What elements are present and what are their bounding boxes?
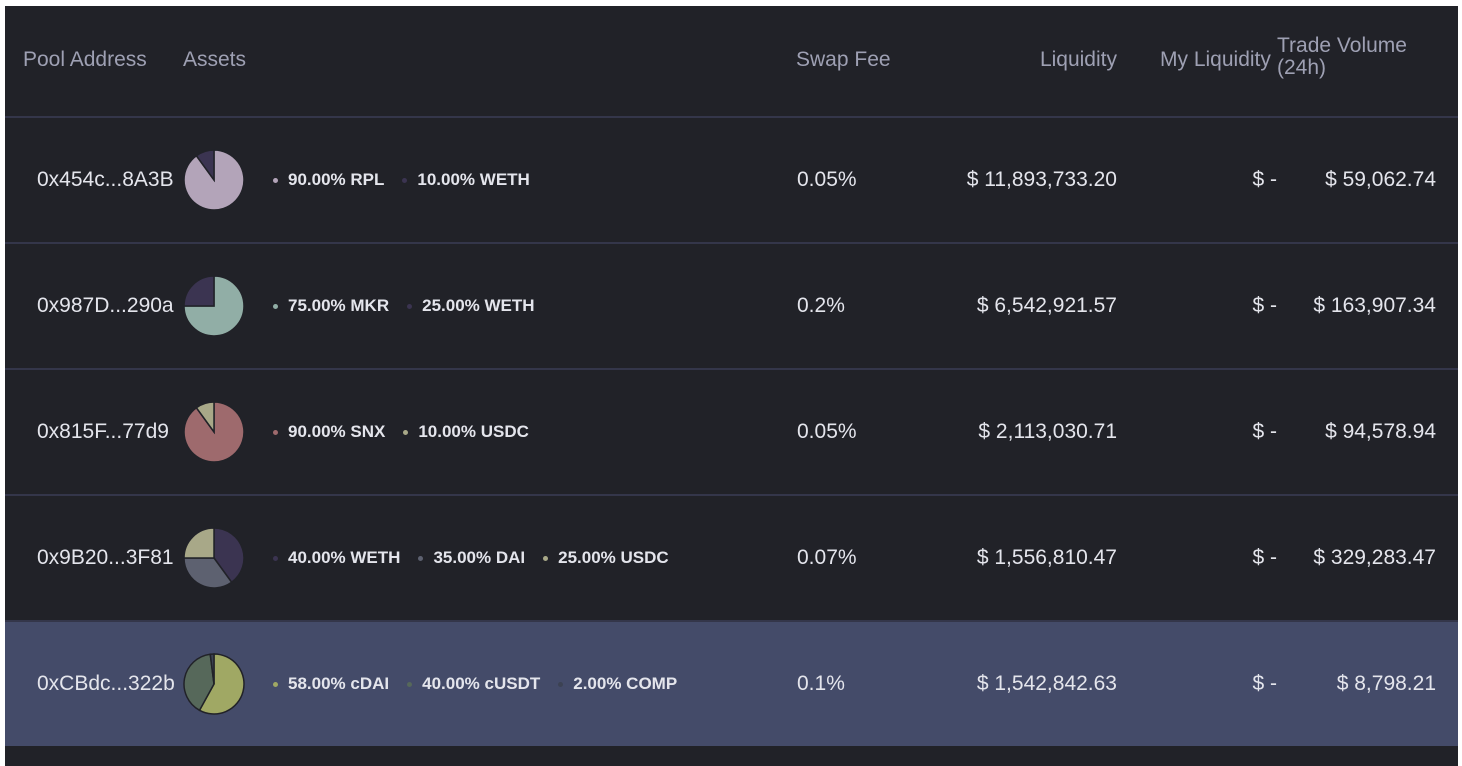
asset-label: 58.00% cDAI bbox=[288, 674, 390, 693]
pie-slice bbox=[213, 527, 245, 584]
swap-fee: 0.05% bbox=[797, 168, 857, 191]
asset-item: 10.00% WETH bbox=[402, 170, 530, 190]
pie-slice bbox=[209, 653, 215, 685]
asset-list: 90.00% SNX 10.00% USDC bbox=[273, 422, 547, 442]
my-liquidity-value: $ - bbox=[1252, 546, 1277, 569]
table-header: Pool Address Assets Swap Fee Liquidity M… bbox=[5, 6, 1458, 118]
pie-slice bbox=[183, 557, 233, 589]
my-liquidity-value: $ - bbox=[1252, 420, 1277, 443]
pie-slice bbox=[195, 401, 215, 435]
swap-fee: 0.1% bbox=[797, 672, 845, 695]
asset-item: 2.00% COMP bbox=[558, 674, 677, 694]
asset-label: 40.00% cUSDT bbox=[422, 674, 541, 693]
pie-slice bbox=[183, 653, 215, 712]
asset-list: 90.00% RPL 10.00% WETH bbox=[273, 170, 548, 190]
liquidity-value: $ 11,893,733.20 bbox=[966, 168, 1117, 191]
header-trade-volume[interactable]: Trade Volume (24h) bbox=[1277, 34, 1407, 79]
my-liquidity-value: $ - bbox=[1252, 672, 1277, 695]
asset-list: 40.00% WETH 35.00% DAI 25.00% USDC bbox=[273, 548, 687, 568]
pool-composition-pie-icon bbox=[183, 653, 245, 715]
asset-item: 25.00% USDC bbox=[543, 548, 669, 568]
pool-composition-pie-icon bbox=[183, 275, 245, 337]
asset-label: 10.00% WETH bbox=[417, 170, 530, 189]
header-assets[interactable]: Assets bbox=[183, 48, 247, 71]
asset-label: 90.00% RPL bbox=[288, 170, 385, 189]
pool-composition-pie-icon bbox=[183, 401, 245, 463]
asset-item: 35.00% DAI bbox=[418, 548, 525, 568]
asset-label: 10.00% USDC bbox=[418, 422, 529, 441]
asset-item: 40.00% WETH bbox=[273, 548, 400, 568]
asset-label: 25.00% WETH bbox=[422, 296, 535, 315]
pie-slice bbox=[195, 149, 215, 183]
asset-item: 10.00% USDC bbox=[403, 422, 529, 442]
asset-color-dot-icon bbox=[407, 303, 413, 309]
pie-slice bbox=[183, 275, 215, 307]
asset-color-dot-icon bbox=[418, 555, 424, 561]
liquidity-value: $ 1,542,842.63 bbox=[976, 672, 1117, 695]
pool-address: 0x9B20...3F81 bbox=[37, 546, 174, 569]
asset-label: 75.00% MKR bbox=[288, 296, 390, 315]
pools-table: Pool Address Assets Swap Fee Liquidity M… bbox=[5, 6, 1458, 766]
asset-item: 58.00% cDAI bbox=[273, 674, 389, 694]
asset-color-dot-icon bbox=[403, 429, 409, 435]
trade-volume-value: $ 329,283.47 bbox=[1313, 546, 1436, 569]
asset-item: 40.00% cUSDT bbox=[407, 674, 540, 694]
swap-fee: 0.05% bbox=[797, 420, 857, 443]
asset-label: 40.00% WETH bbox=[288, 548, 401, 567]
asset-color-dot-icon bbox=[273, 555, 278, 561]
liquidity-value: $ 2,113,030.71 bbox=[978, 420, 1117, 443]
trade-volume-value: $ 8,798.21 bbox=[1336, 672, 1436, 695]
table-row[interactable]: 0x815F...77d9 90.00% SNX 10.00% USDC 0.05% $… bbox=[5, 370, 1458, 496]
swap-fee: 0.2% bbox=[797, 294, 845, 317]
table-row[interactable]: 0x454c...8A3B 90.00% RPL 10.00% WETH 0.05% $… bbox=[5, 118, 1458, 244]
asset-item: 25.00% WETH bbox=[407, 296, 535, 316]
asset-list: 75.00% MKR 25.00% WETH bbox=[273, 296, 553, 316]
trade-volume-value: $ 59,062.74 bbox=[1325, 168, 1436, 191]
header-swap-fee[interactable]: Swap Fee bbox=[796, 48, 891, 71]
header-pool-address[interactable]: Pool Address bbox=[23, 48, 147, 71]
asset-item: 75.00% MKR bbox=[273, 296, 389, 316]
asset-color-dot-icon bbox=[407, 681, 413, 687]
header-my-liquidity[interactable]: My Liquidity bbox=[1160, 48, 1271, 71]
pie-slice bbox=[183, 527, 215, 559]
my-liquidity-value: $ - bbox=[1252, 168, 1277, 191]
asset-label: 35.00% DAI bbox=[433, 548, 526, 567]
pool-address: 0x815F...77d9 bbox=[37, 420, 169, 443]
swap-fee: 0.07% bbox=[797, 546, 857, 569]
trade-volume-value: $ 163,907.34 bbox=[1313, 294, 1436, 317]
asset-list: 58.00% cDAI 40.00% cUSDT 2.00% COMP bbox=[273, 674, 695, 694]
header-liquidity[interactable]: Liquidity bbox=[1039, 48, 1117, 71]
asset-item: 90.00% SNX bbox=[273, 422, 385, 442]
pool-composition-pie-icon bbox=[183, 149, 245, 211]
trade-volume-value: $ 94,578.94 bbox=[1325, 420, 1436, 443]
asset-color-dot-icon bbox=[543, 555, 549, 561]
table-row[interactable]: 0x987D...290a 75.00% MKR 25.00% WETH 0.2% $ … bbox=[5, 244, 1458, 370]
asset-color-dot-icon bbox=[402, 177, 408, 183]
asset-color-dot-icon bbox=[273, 429, 278, 435]
pie-slice bbox=[183, 275, 245, 337]
asset-color-dot-icon bbox=[273, 681, 278, 687]
asset-color-dot-icon bbox=[273, 303, 278, 309]
asset-label: 2.00% COMP bbox=[573, 674, 678, 693]
liquidity-value: $ 1,556,810.47 bbox=[976, 546, 1117, 569]
liquidity-value: $ 6,542,921.57 bbox=[976, 294, 1117, 317]
my-liquidity-value: $ - bbox=[1252, 294, 1277, 317]
table-row[interactable]: 0x9B20...3F81 40.00% WETH 35.00% DAI 25.00%… bbox=[5, 496, 1458, 622]
pie-slice bbox=[198, 653, 245, 715]
asset-color-dot-icon bbox=[558, 681, 564, 687]
pool-composition-pie-icon bbox=[183, 527, 245, 589]
asset-label: 25.00% USDC bbox=[558, 548, 669, 567]
pool-address: 0x987D...290a bbox=[37, 294, 174, 317]
asset-color-dot-icon bbox=[273, 177, 278, 183]
asset-label: 90.00% SNX bbox=[288, 422, 386, 441]
table-row[interactable]: 0xCBdc...322b 58.00% cDAI 40.00% cUSDT 2.00… bbox=[5, 622, 1458, 746]
pool-address: 0x454c...8A3B bbox=[37, 168, 174, 191]
asset-item: 90.00% RPL bbox=[273, 170, 384, 190]
pool-address: 0xCBdc...322b bbox=[37, 672, 175, 695]
